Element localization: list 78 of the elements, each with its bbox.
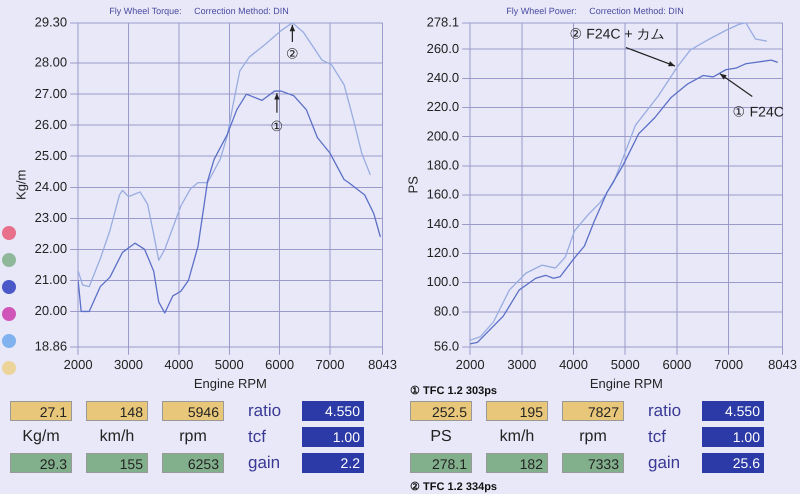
x-tick-label: 2000 — [456, 357, 485, 372]
y-tick-label: 28.00 — [34, 54, 68, 70]
text: 1.00 — [702, 427, 764, 447]
text: gain — [247, 453, 282, 473]
y-tick-label: 240.0 — [426, 70, 460, 85]
text: PS — [429, 427, 453, 447]
x-tick-label: 6000 — [265, 357, 294, 372]
x-tick-label: 3000 — [507, 357, 536, 372]
text: 4.550 — [702, 401, 764, 421]
y-tick-label: 100.0 — [426, 274, 460, 290]
y-tick-label: 160.0 — [426, 186, 460, 202]
y-tick-label: 18.86 — [34, 338, 68, 354]
y-tick-label: 20.00 — [34, 303, 68, 318]
text: 252.5 — [410, 401, 472, 421]
text: 7827 — [562, 401, 624, 421]
x-tick-label: 4000 — [164, 357, 194, 372]
text: ① TFC 1.2 303ps — [410, 384, 498, 397]
text: rpm — [178, 427, 208, 447]
text: 5946 — [162, 401, 224, 421]
x-axis-title: Engine RPM — [194, 376, 267, 391]
text: 182 — [486, 453, 548, 473]
text: 148 — [86, 401, 148, 421]
text: rpm — [578, 427, 608, 447]
text: gain — [647, 453, 682, 473]
y-tick-label: 260.0 — [426, 40, 460, 56]
y-tick-label: 278.1 — [426, 14, 460, 30]
text: ratio — [247, 401, 282, 421]
x-tick-label: 3000 — [114, 357, 143, 372]
x-tick-label: 8043 — [768, 357, 797, 372]
text: 27.1 — [10, 401, 72, 421]
x-tick-label: 7000 — [316, 357, 344, 372]
text: ratio — [647, 401, 682, 421]
annotation: ② F24C + カム — [569, 26, 664, 42]
y-tick-label: 26.00 — [34, 116, 68, 132]
y-tick-label: 220.0 — [426, 99, 460, 114]
y-tick-label: 200.0 — [426, 128, 460, 144]
annotation: ① — [270, 118, 284, 134]
text: Kg/m — [21, 427, 61, 447]
y-tick-label: 120.0 — [426, 245, 460, 260]
annotation: ② — [286, 46, 299, 62]
text: ② TFC 1.2 334ps — [410, 480, 498, 493]
text: 25.6 — [702, 453, 764, 473]
y-tick-label: 22.00 — [34, 240, 68, 256]
text: 2.2 — [302, 453, 364, 473]
text: 29.3 — [10, 453, 72, 473]
x-tick-label: 5000 — [214, 357, 244, 372]
x-tick-label: 2000 — [64, 357, 93, 372]
y-tick-label: 21.00 — [34, 272, 68, 287]
text: 1.00 — [302, 427, 364, 447]
x-tick-label: 7000 — [714, 357, 744, 372]
y-tick-label: 140.0 — [426, 216, 460, 231]
x-tick-label: 6000 — [662, 357, 692, 372]
x-tick-label: 5000 — [610, 357, 640, 372]
y-tick-label: 23.00 — [34, 210, 68, 225]
text: 6253 — [162, 453, 224, 473]
text: 155 — [86, 453, 148, 473]
text: tcf — [647, 427, 667, 447]
text: 7333 — [562, 453, 624, 473]
x-axis-title: Engine RPM — [590, 376, 663, 391]
y-axis-title: Kg/m — [13, 170, 28, 200]
y-tick-label: 27.00 — [34, 86, 68, 101]
y-axis-title: PS — [405, 176, 420, 194]
y-tick-label: 56.0 — [434, 338, 460, 354]
chart-subtitle: Fly Wheel Power: Correction Method: DIN — [506, 6, 684, 16]
text: tcf — [247, 427, 267, 447]
text: 195 — [486, 401, 548, 421]
text: km/h — [98, 427, 136, 447]
y-tick-label: 25.00 — [34, 148, 68, 163]
text: 4.550 — [302, 401, 364, 421]
y-tick-label: 180.0 — [426, 157, 460, 172]
annotation: ① F24C — [732, 103, 784, 120]
y-tick-label: 80.0 — [434, 303, 460, 318]
x-tick-label: 4000 — [559, 357, 588, 372]
y-tick-label: 24.00 — [34, 178, 68, 194]
text: km/h — [498, 427, 536, 447]
chart-subtitle: Fly Wheel Torque: Correction Method: DIN — [109, 6, 289, 16]
x-tick-label: 8043 — [368, 357, 397, 372]
y-tick-label: 29.30 — [34, 14, 68, 30]
